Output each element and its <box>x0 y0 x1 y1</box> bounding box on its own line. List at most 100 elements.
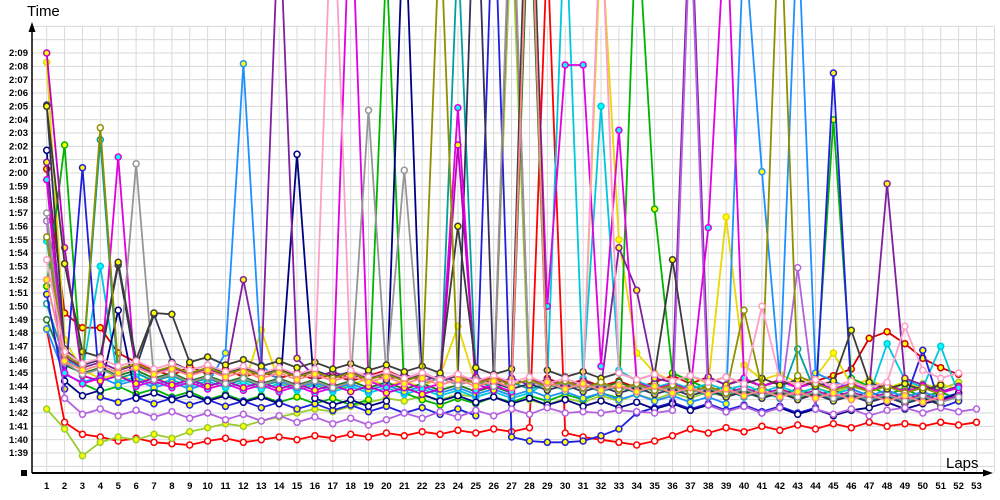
data-point-marker <box>293 435 301 444</box>
series-line <box>45 0 959 417</box>
x-tick-label: 32 <box>596 481 607 492</box>
data-point-marker <box>346 371 355 380</box>
data-point-marker <box>454 426 462 435</box>
data-point-marker <box>793 410 802 419</box>
series-series-04 <box>42 0 963 395</box>
data-point-marker <box>239 275 248 284</box>
x-tick-label: 12 <box>238 481 249 492</box>
data-point-marker <box>185 401 194 409</box>
x-tick-label: 34 <box>631 481 642 492</box>
y-tick-label: 1:47 <box>9 342 28 353</box>
y-tick-label: 1:59 <box>9 182 28 193</box>
x-tick-label: 51 <box>935 481 946 492</box>
series-series-02 <box>42 0 963 392</box>
data-point-marker <box>221 391 230 400</box>
series-plot-area <box>42 0 981 460</box>
x-tick-label: 2 <box>62 481 67 492</box>
data-point-marker <box>865 334 873 343</box>
data-point-marker <box>811 394 820 403</box>
data-point-marker <box>346 414 355 423</box>
data-point-marker <box>275 375 283 384</box>
data-point-marker <box>293 418 301 427</box>
data-point-marker <box>78 391 87 400</box>
data-point-marker <box>42 405 51 413</box>
data-point-marker <box>96 393 105 401</box>
data-point-marker <box>168 434 176 443</box>
data-point-marker <box>78 379 87 388</box>
data-point-marker <box>793 421 802 429</box>
data-point-marker <box>793 371 802 380</box>
data-point-marker <box>114 369 122 377</box>
data-point-marker <box>615 406 623 415</box>
y-tick-label: 2:00 <box>9 168 28 179</box>
y-tick-label: 1:40 <box>9 435 28 446</box>
data-point-marker <box>543 403 552 412</box>
data-point-marker <box>114 398 122 407</box>
data-point-marker <box>185 427 194 436</box>
data-point-marker <box>936 418 945 427</box>
data-point-marker <box>704 390 713 399</box>
y-tick-label: 2:02 <box>9 142 28 153</box>
data-point-marker <box>972 418 981 427</box>
data-point-marker <box>42 315 51 324</box>
data-point-marker <box>561 409 569 417</box>
x-tick-label: 53 <box>971 481 982 492</box>
data-point-marker <box>168 395 176 404</box>
y-tick-label: 2:08 <box>9 62 28 73</box>
data-point-marker <box>793 263 802 272</box>
y-tick-label: 1:44 <box>9 382 29 393</box>
data-point-marker <box>686 371 695 380</box>
y-tick-label: 1:45 <box>9 368 29 379</box>
data-point-marker <box>615 235 623 244</box>
series-line <box>45 0 959 444</box>
data-point-marker <box>203 409 212 417</box>
data-point-marker <box>400 409 409 417</box>
data-point-marker <box>78 430 87 439</box>
data-point-marker <box>829 69 838 77</box>
data-point-marker <box>883 327 891 336</box>
x-tick-label: 15 <box>292 481 303 492</box>
data-point-marker <box>740 379 748 388</box>
data-point-marker <box>60 418 69 427</box>
x-tick-label: 16 <box>310 481 321 492</box>
data-point-marker <box>722 399 730 408</box>
data-point-marker <box>42 233 51 241</box>
data-point-marker <box>615 395 623 404</box>
data-point-marker <box>472 382 480 391</box>
data-point-marker <box>615 381 623 389</box>
data-point-marker <box>668 406 677 415</box>
data-point-marker <box>561 429 569 437</box>
data-point-marker <box>811 425 820 433</box>
data-point-marker <box>579 61 587 69</box>
data-point-marker <box>239 438 248 447</box>
data-point-marker <box>829 410 838 419</box>
data-point-marker <box>472 406 480 415</box>
data-point-marker <box>293 405 301 413</box>
data-point-marker <box>758 422 766 431</box>
data-point-marker <box>954 383 963 392</box>
data-point-marker <box>96 262 105 271</box>
data-point-marker <box>418 390 426 399</box>
data-point-marker <box>686 398 695 407</box>
data-point-marker <box>883 422 891 431</box>
x-tick-label: 45 <box>828 481 839 492</box>
data-point-marker <box>776 374 784 383</box>
data-point-marker <box>650 397 659 405</box>
data-point-marker <box>275 433 283 441</box>
data-point-marker <box>454 141 462 149</box>
data-point-marker <box>579 437 587 445</box>
data-point-marker <box>42 255 51 264</box>
series-series-09 <box>42 0 963 408</box>
data-point-marker <box>168 365 176 373</box>
x-tick-label: 30 <box>560 481 571 492</box>
data-point-marker <box>311 377 319 385</box>
data-point-marker <box>883 378 891 387</box>
data-point-marker <box>758 302 766 311</box>
data-point-marker <box>96 405 105 413</box>
data-point-marker <box>257 381 266 389</box>
x-tick-label: 19 <box>363 481 374 492</box>
data-point-marker <box>829 382 838 391</box>
data-point-marker <box>936 381 945 389</box>
data-point-marker <box>257 393 266 401</box>
